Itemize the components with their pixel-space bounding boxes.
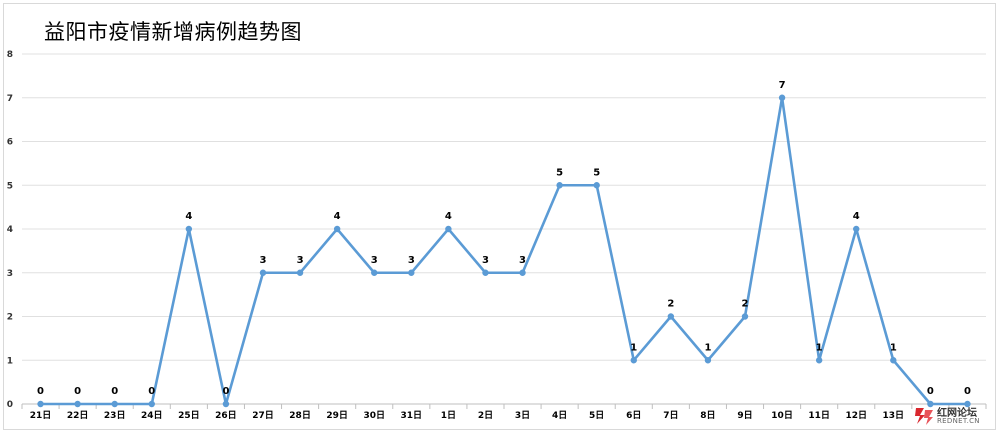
series-line [40,96,968,406]
x-tick-label: 27日 [252,410,274,421]
data-point [445,225,452,233]
data-label: 1 [630,342,637,353]
data-point [778,94,786,101]
data-point [556,182,563,189]
y-tick-label: 8 [7,50,13,60]
data-point [704,357,712,364]
y-tick-label: 5 [7,181,13,191]
data-label: 1 [890,342,897,353]
chart-frame [3,3,996,430]
data-label: 3 [519,255,526,266]
x-tick-label: 21日 [30,410,52,421]
data-point [519,269,526,276]
x-tick-label: 24日 [141,410,163,421]
x-tick-label: 29日 [326,410,348,421]
data-point [815,357,823,364]
y-tick-label: 1 [7,356,13,366]
y-tick-label: 6 [7,138,13,148]
data-point [593,182,600,189]
x-tick-label: 7日 [663,410,678,421]
data-point [111,400,118,408]
chart-title: 益阳市疫情新增病例趋势图 [44,20,302,44]
data-label: 1 [704,342,711,353]
data-label: 0 [37,386,44,397]
x-tick-label: 10日 [771,410,793,421]
data-point [37,400,44,408]
data-point [853,225,860,233]
x-tick-label: 6日 [626,410,641,421]
data-label: 1 [816,342,823,353]
data-point [74,400,81,408]
data-point [333,225,341,233]
data-label: 3 [260,255,267,266]
x-tick-label: 30日 [363,410,385,421]
data-label: 0 [74,386,81,397]
data-point [630,357,637,364]
x-tick-label: 8日 [700,410,715,421]
data-point [259,269,267,276]
data-label: 0 [927,386,934,397]
x-tick-label: 9日 [737,410,752,421]
data-label: 4 [185,211,192,222]
data-label: 0 [222,386,229,397]
data-point [741,313,749,320]
y-tick-label: 0 [7,400,13,410]
data-point [482,269,489,276]
data-label: 4 [853,211,860,222]
data-label: 4 [445,211,452,222]
x-tick-label: 26日 [215,410,237,421]
data-label: 0 [111,386,118,397]
watermark: 红网论坛 REDNET.CN [913,403,995,429]
x-tick-label: 12日 [845,410,867,421]
data-point [890,357,897,364]
x-tick-label: 1日 [441,410,456,421]
data-label: 4 [334,211,341,222]
data-point [667,313,675,320]
data-point [408,269,415,276]
y-tick-label: 2 [7,313,13,323]
y-tick-label: 3 [7,269,13,279]
x-tick-label: 11日 [808,410,830,421]
data-point [296,269,304,276]
data-point [964,400,971,408]
data-label: 2 [667,299,674,310]
rednet-logo-icon [915,408,933,425]
x-tick-label: 22日 [67,410,89,421]
data-label: 7 [779,80,786,91]
x-tick-label: 2日 [478,410,493,421]
data-label: 5 [556,167,563,178]
x-tick-label: 31日 [401,410,423,421]
data-label: 3 [371,255,378,266]
data-point [927,400,934,408]
x-tick-label: 3日 [515,410,530,421]
x-tick-label: 28日 [289,410,311,421]
data-label: 2 [742,299,749,310]
x-tick-label: 13日 [883,410,905,421]
data-label: 3 [297,255,304,266]
data-label: 0 [964,386,971,397]
data-point [222,400,230,408]
x-tick-label: 5日 [589,410,604,421]
x-tick-label: 25日 [178,410,200,421]
data-label: 5 [593,167,600,178]
data-label: 0 [148,386,155,397]
y-tick-label: 7 [7,94,13,104]
data-point [185,225,193,233]
watermark-name: 红网论坛 [937,408,977,419]
watermark-url: REDNET.CN [937,417,980,425]
data-point [371,269,378,276]
y-tick-label: 4 [7,225,13,235]
x-tick-label: 23日 [104,410,126,421]
data-point [148,400,155,408]
x-tick-label: 4日 [552,410,567,421]
data-label: 3 [408,255,415,266]
data-label: 3 [482,255,489,266]
